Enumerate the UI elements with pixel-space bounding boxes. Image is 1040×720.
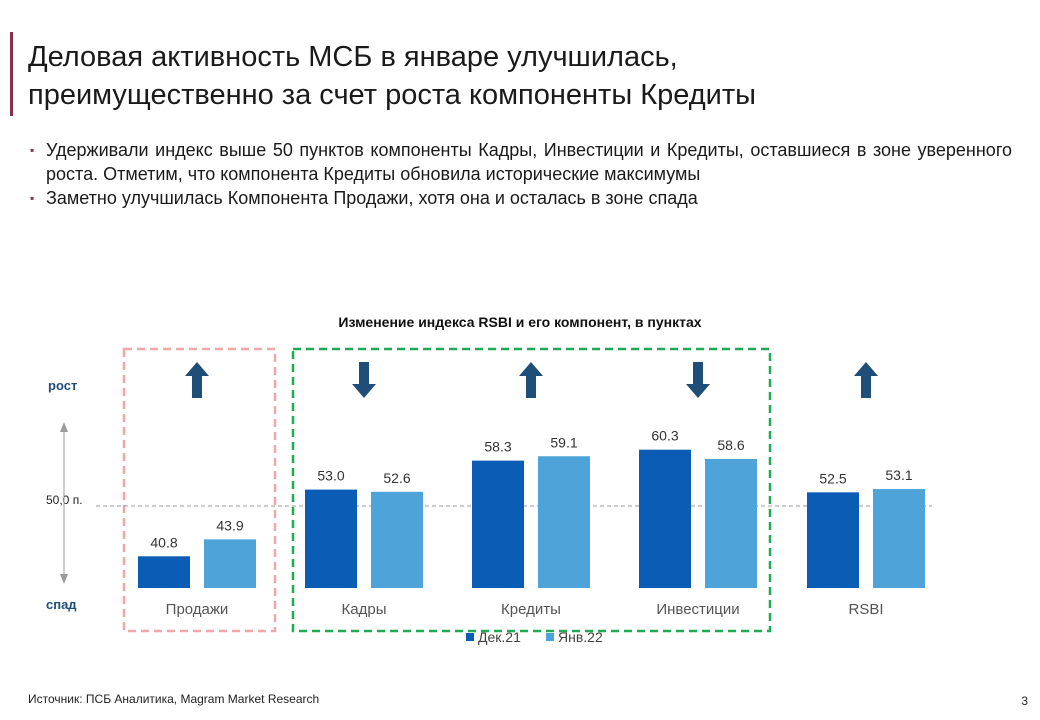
bar bbox=[807, 492, 859, 588]
data-label: 60.3 bbox=[651, 428, 678, 444]
data-label: 53.0 bbox=[317, 468, 344, 484]
arrow-up-icon bbox=[185, 362, 209, 398]
bullet-list: ▪ Удерживали индекс выше 50 пунктов комп… bbox=[28, 138, 1012, 210]
bar bbox=[705, 458, 757, 588]
axis-label-top: рост bbox=[48, 378, 77, 393]
bullet-text: Заметно улучшилась Компонента Продажи, х… bbox=[46, 188, 698, 208]
chart-title: Изменение индекса RSBI и его компонент, … bbox=[338, 314, 702, 330]
slide-title-line-2: преимущественно за счет роста компоненты… bbox=[28, 79, 756, 111]
bar bbox=[873, 489, 925, 588]
legend-swatch bbox=[546, 633, 554, 641]
axis-label-bottom: спад bbox=[46, 597, 77, 612]
category-label: Продажи bbox=[166, 601, 229, 618]
bullet-marker: ▪ bbox=[30, 143, 35, 157]
category-label: Кадры bbox=[342, 601, 387, 618]
slide-title: Деловая активность МСБ в январе улучшила… bbox=[28, 38, 1008, 114]
axis-arrow-head-up bbox=[60, 422, 68, 432]
data-label: 58.6 bbox=[717, 437, 744, 453]
bar bbox=[138, 556, 190, 588]
bar bbox=[305, 489, 357, 588]
group-box bbox=[291, 347, 772, 633]
data-label: 43.9 bbox=[216, 517, 243, 533]
bar bbox=[639, 449, 691, 588]
data-label: 53.1 bbox=[885, 467, 912, 483]
category-label: Кредиты bbox=[501, 601, 561, 618]
slide-title-line-1: Деловая активность МСБ в январе улучшила… bbox=[28, 41, 678, 73]
data-label: 59.1 bbox=[550, 434, 577, 450]
bullet-item: ▪ Удерживали индекс выше 50 пунктов комп… bbox=[28, 138, 1012, 186]
bar bbox=[371, 491, 423, 588]
legend-label: Янв.22 bbox=[558, 629, 603, 645]
legend-swatch bbox=[466, 633, 474, 641]
bar bbox=[204, 539, 256, 588]
page-number: 3 bbox=[1021, 694, 1028, 708]
arrow-up-icon bbox=[854, 362, 878, 398]
source-note: Источник: ПСБ Аналитика, Magram Market R… bbox=[28, 692, 320, 706]
title-accent-bar bbox=[10, 32, 13, 116]
category-label: Инвестиции bbox=[656, 601, 739, 618]
arrow-down-icon bbox=[686, 362, 710, 398]
legend-label: Дек.21 bbox=[478, 629, 521, 645]
data-label: 40.8 bbox=[150, 534, 177, 550]
arrow-up-icon bbox=[519, 362, 543, 398]
data-label: 52.5 bbox=[819, 470, 846, 486]
group-box bbox=[122, 347, 277, 633]
data-label: 58.3 bbox=[484, 439, 511, 455]
arrow-down-icon bbox=[352, 362, 376, 398]
category-label: RSBI bbox=[848, 601, 883, 618]
bullet-text: Удерживали индекс выше 50 пунктов компон… bbox=[46, 140, 1012, 184]
bar bbox=[538, 456, 590, 588]
bar bbox=[472, 460, 524, 588]
bullet-item: ▪ Заметно улучшилась Компонента Продажи,… bbox=[28, 186, 1012, 210]
axis-arrow-head-down bbox=[60, 574, 68, 584]
data-label: 52.6 bbox=[383, 470, 410, 486]
bullet-marker: ▪ bbox=[30, 191, 35, 205]
